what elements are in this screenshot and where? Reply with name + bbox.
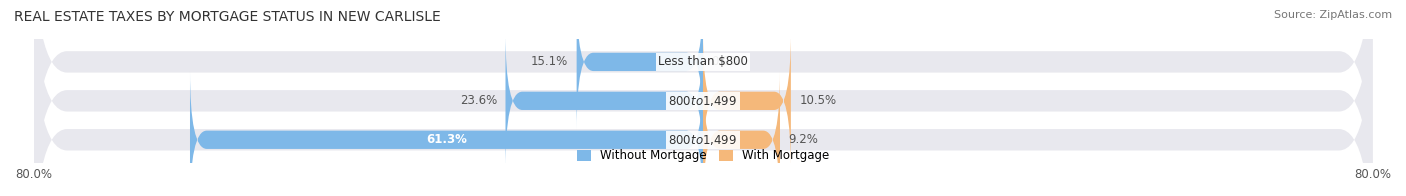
- FancyBboxPatch shape: [190, 71, 703, 196]
- Legend: Without Mortgage, With Mortgage: Without Mortgage, With Mortgage: [572, 145, 834, 167]
- Text: $800 to $1,499: $800 to $1,499: [668, 133, 738, 147]
- FancyBboxPatch shape: [34, 0, 1372, 196]
- Text: Less than $800: Less than $800: [658, 55, 748, 68]
- FancyBboxPatch shape: [34, 0, 1372, 196]
- Text: $800 to $1,499: $800 to $1,499: [668, 94, 738, 108]
- FancyBboxPatch shape: [576, 0, 703, 131]
- Text: 0.0%: 0.0%: [711, 55, 741, 68]
- FancyBboxPatch shape: [703, 71, 780, 196]
- Text: REAL ESTATE TAXES BY MORTGAGE STATUS IN NEW CARLISLE: REAL ESTATE TAXES BY MORTGAGE STATUS IN …: [14, 10, 441, 24]
- Text: 9.2%: 9.2%: [789, 133, 818, 146]
- FancyBboxPatch shape: [506, 32, 703, 170]
- Text: 10.5%: 10.5%: [799, 94, 837, 107]
- Text: 15.1%: 15.1%: [531, 55, 568, 68]
- FancyBboxPatch shape: [34, 0, 1372, 196]
- Text: Source: ZipAtlas.com: Source: ZipAtlas.com: [1274, 10, 1392, 20]
- FancyBboxPatch shape: [703, 32, 790, 170]
- Text: 23.6%: 23.6%: [460, 94, 498, 107]
- Text: 61.3%: 61.3%: [426, 133, 467, 146]
